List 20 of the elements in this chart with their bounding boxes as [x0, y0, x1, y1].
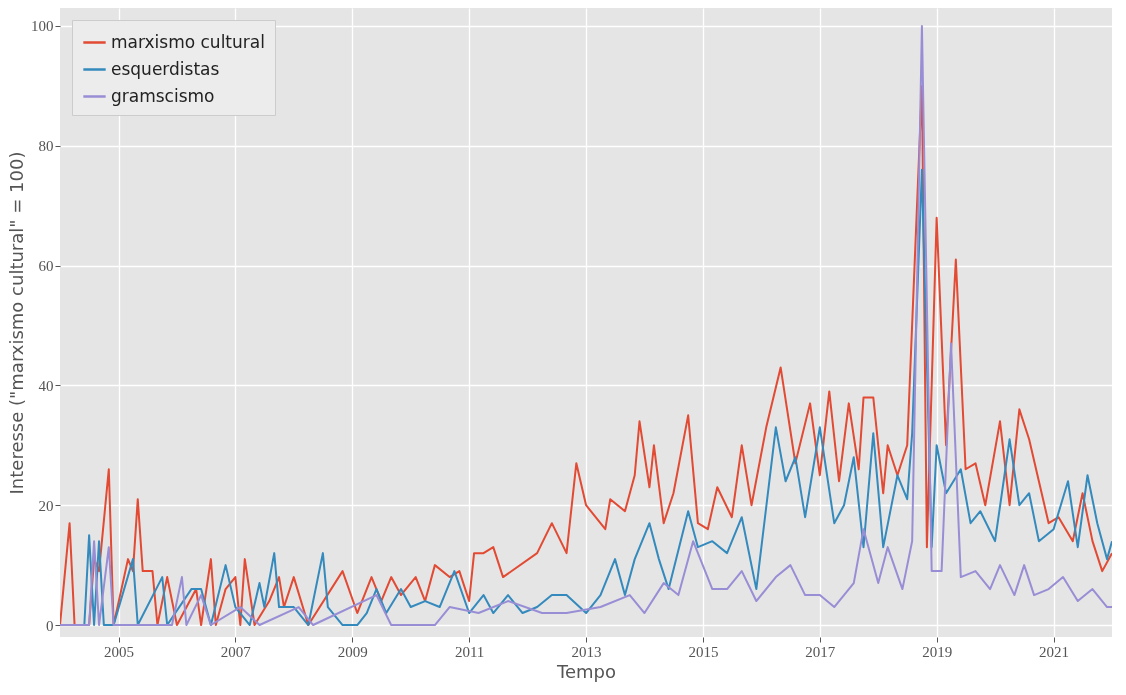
x-tick-label: 2021 [1039, 643, 1070, 660]
x-tick-label: 2017 [805, 643, 836, 660]
x-tick-label: 2007 [220, 643, 252, 660]
y-tick-label: 0 [46, 617, 54, 634]
x-tick-label: 2011 [454, 643, 485, 660]
y-tick-label: 40 [38, 377, 54, 394]
y-tick-label: 80 [38, 138, 54, 155]
x-tick-label: 2009 [337, 643, 368, 660]
x-tick-label: 2005 [104, 643, 135, 660]
y-axis-title: Interesse ("marxismo cultural" = 100) [6, 151, 27, 495]
y-tick-label: 60 [38, 258, 54, 275]
x-axis-title: Tempo [556, 660, 616, 682]
legend-label: esquerdistas [111, 58, 220, 79]
x-tick-label: 2019 [922, 643, 953, 660]
y-tick-label: 20 [38, 497, 54, 514]
y-tick-label: 100 [31, 18, 54, 35]
x-tick-label: 2013 [571, 643, 602, 660]
legend-label: gramscismo [111, 85, 215, 106]
x-tick-label: 2015 [688, 643, 719, 660]
legend-label: marxismo cultural [111, 31, 265, 52]
